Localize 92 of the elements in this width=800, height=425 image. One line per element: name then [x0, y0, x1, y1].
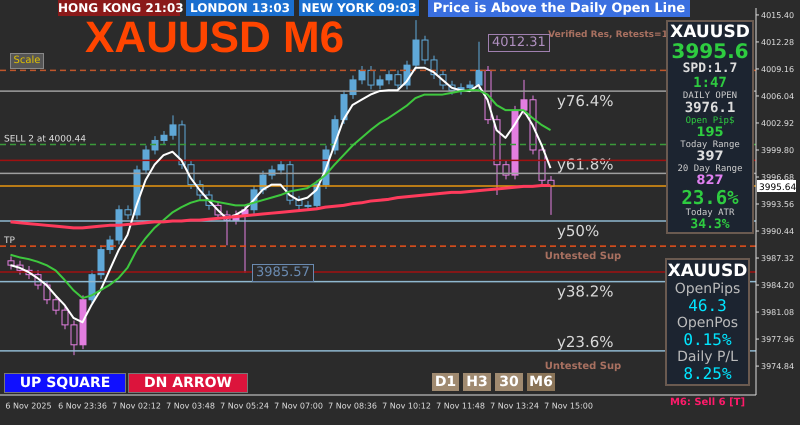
annotation: DN ARROW [128, 373, 248, 393]
ref-line-label: TP [3, 236, 16, 246]
ref-line-label: SELL 2 at 4000.44 [4, 134, 86, 144]
ref-line-label: 3995.64 [759, 183, 796, 194]
candlestick [358, 66, 366, 85]
text: OpenPos [676, 314, 738, 330]
candlestick [376, 75, 384, 90]
text: XAUUSD [668, 260, 748, 280]
y-tick-label: 3987.32 [761, 254, 794, 263]
candlestick [106, 235, 114, 254]
text: 8.25% [683, 364, 732, 382]
candlestick [124, 204, 132, 220]
annotation: Price is Above the Daily Open Line [428, 0, 690, 17]
candlestick [62, 305, 68, 330]
text: 397 [696, 148, 724, 164]
x-tick-label: 6 Nov 2025 [5, 402, 52, 411]
annotation: Untested Sup [544, 250, 622, 264]
y-tick-label: 3977.96 [761, 334, 794, 344]
y-tick-label: 3993.56 [761, 200, 794, 209]
candlestick [170, 114, 176, 140]
text: Today Range [680, 140, 740, 150]
y-tick-label: 3996.68 [761, 172, 794, 182]
x-tick-label: 7 Nov 13:24 [490, 402, 539, 411]
candlestick [520, 79, 528, 115]
candlestick [476, 41, 482, 90]
text: 0.15% [683, 330, 732, 348]
annotation: D1 [432, 373, 459, 391]
x-tick-label: 6 Nov 23:36 [58, 402, 107, 411]
ref-line-label: y38.2% [557, 282, 614, 301]
y-tick-label: 4009.16 [761, 64, 794, 74]
annotation: NEW YORK 09:03 [299, 0, 419, 16]
text: XAUUSD [670, 22, 750, 42]
text: OpenPips [674, 280, 740, 296]
text: 195 [696, 124, 724, 140]
text: 3995.6 [671, 38, 749, 62]
text: DAILY OPEN [682, 90, 738, 100]
ref-line-label: y23.6% [557, 332, 614, 351]
annotation: M6 [527, 373, 555, 391]
candlestick [44, 280, 50, 305]
text: M6: Sell 6 [T] [668, 396, 746, 410]
annotation: UP SQUARE [4, 373, 126, 393]
annotation: Untested Sup [544, 360, 622, 374]
annotation: H3 [463, 373, 491, 391]
candlestick [368, 66, 374, 90]
annotation: LONDON 13:03 [186, 0, 294, 16]
annotation: 4012.31 [488, 34, 550, 52]
text: 34.3% [690, 216, 730, 232]
x-tick-label: 7 Nov 11:48 [436, 402, 485, 411]
text: 827 [696, 172, 724, 188]
x-tick-label: 7 Nov 02:12 [112, 402, 161, 411]
y-tick-label: 4006.04 [761, 92, 794, 101]
x-tick-label: 7 Nov 10:12 [382, 402, 431, 411]
y-tick-label: 3990.44 [761, 226, 794, 236]
text: Daily P/L [677, 348, 738, 364]
text: SPD:1.7 [682, 60, 738, 76]
y-tick-label: 3974.84 [761, 362, 794, 371]
annotation: HONG KONG 21:03 [58, 0, 184, 16]
ref-line-label: y50% [557, 222, 600, 240]
candlestick [386, 70, 392, 85]
candlestick [52, 294, 60, 315]
text: Open Pip$ [686, 116, 734, 126]
x-tick-label: 7 Nov 03:48 [166, 402, 215, 411]
ref-line-label: y76.4% [557, 92, 614, 110]
x-tick-label: 7 Nov 08:36 [328, 402, 377, 411]
x-tick-label: 7 Nov 15:00 [544, 402, 593, 411]
x-tick-label: 7 Nov 07:00 [274, 402, 323, 411]
y-tick-label: 4015.40 [761, 10, 794, 20]
y-tick-label: 3999.80 [761, 146, 794, 155]
candlestick [160, 130, 168, 146]
text: 1:47 [693, 74, 727, 90]
annotation: 3985.57 [252, 264, 314, 282]
annotation: Scale [10, 53, 44, 69]
y-tick-label: 4002.92 [761, 118, 794, 128]
candlestick [296, 195, 302, 210]
text: Today ATR [686, 208, 734, 218]
y-tick-label: 3984.20 [761, 280, 794, 290]
x-tick-label: 7 Nov 05:24 [220, 402, 269, 411]
candlestick [394, 70, 402, 90]
candlestick [70, 320, 78, 356]
candlestick [350, 75, 356, 100]
annotation: Verified Res, Retests=1 [548, 30, 668, 40]
annotation: 30 [495, 373, 523, 391]
y-tick-label: 4012.28 [761, 38, 794, 47]
text: 20 Day Range [677, 164, 743, 174]
candlestick [422, 35, 428, 65]
candlestick [142, 145, 150, 175]
text: 3976.1 [684, 100, 736, 116]
text: 46.3 [688, 296, 727, 314]
text: 23.6% [681, 186, 739, 208]
y-tick-label: 3981.08 [761, 308, 794, 317]
chart-title: XAUUSD M6 [85, 13, 344, 62]
candlestick [278, 160, 284, 175]
